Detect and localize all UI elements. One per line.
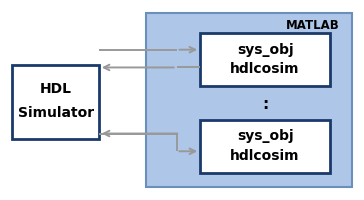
Text: :: :	[262, 97, 268, 112]
Text: Simulator: Simulator	[17, 106, 94, 120]
Text: hdlcosim: hdlcosim	[230, 149, 300, 163]
Bar	[146, 13, 352, 187]
Bar	[12, 64, 99, 139]
Bar	[200, 120, 330, 173]
Text: MATLAB: MATLAB	[285, 19, 339, 32]
Text: sys_obj: sys_obj	[237, 43, 293, 57]
Text: HDL: HDL	[40, 82, 72, 96]
Bar	[200, 33, 330, 86]
Text: hdlcosim: hdlcosim	[230, 62, 300, 76]
Text: sys_obj: sys_obj	[237, 129, 293, 143]
